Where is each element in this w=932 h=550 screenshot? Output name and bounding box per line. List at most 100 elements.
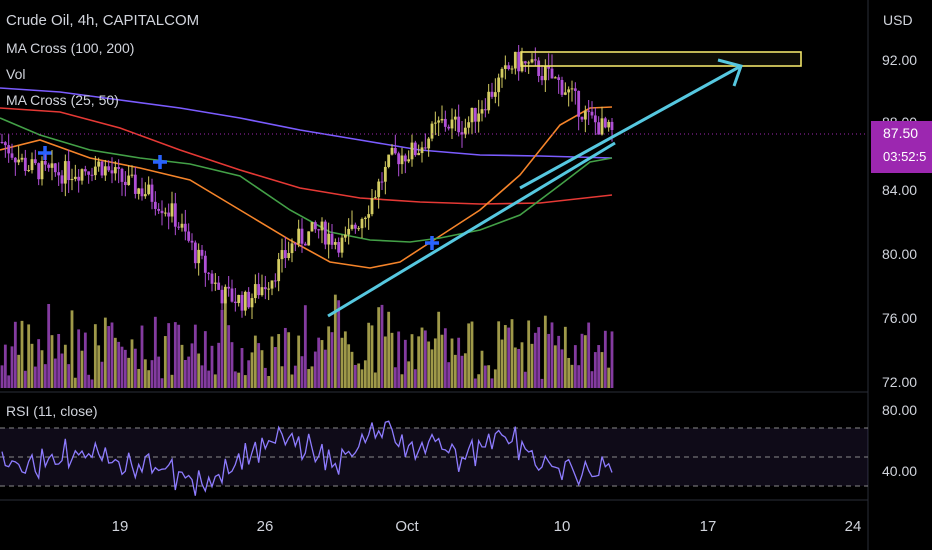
volume-bar bbox=[587, 322, 591, 388]
candle-body bbox=[560, 79, 564, 95]
volume-bar bbox=[543, 315, 547, 388]
candle-body bbox=[600, 118, 604, 135]
candle-body bbox=[307, 231, 311, 246]
candle-body bbox=[427, 138, 431, 149]
volume-bar bbox=[387, 311, 391, 388]
volume-bar bbox=[603, 330, 607, 388]
candle-body bbox=[133, 174, 137, 194]
time-tick: 10 bbox=[553, 518, 571, 535]
price-tick: 76.00 bbox=[882, 310, 918, 326]
candle-body bbox=[70, 178, 74, 181]
volume-bar bbox=[20, 320, 24, 388]
volume-bar bbox=[273, 347, 277, 388]
candle-body bbox=[400, 155, 404, 165]
volume-bar bbox=[593, 352, 597, 388]
volume-legend[interactable]: Vol bbox=[6, 66, 26, 82]
volume-bar bbox=[150, 360, 154, 388]
candle-body bbox=[377, 181, 381, 198]
candle-body bbox=[320, 221, 324, 231]
candle-body bbox=[97, 161, 101, 167]
support-trendline bbox=[327, 141, 616, 318]
candle-body bbox=[460, 132, 464, 135]
ma-cross-long-legend[interactable]: MA Cross (100, 200) bbox=[6, 40, 135, 56]
volume-bar bbox=[600, 352, 604, 388]
candle-body bbox=[20, 157, 24, 160]
volume-bar bbox=[127, 357, 131, 388]
candle-body bbox=[80, 169, 84, 181]
candle-body bbox=[30, 159, 34, 171]
volume-bar bbox=[590, 371, 594, 388]
candle-body bbox=[217, 282, 221, 290]
volume-bar bbox=[423, 330, 427, 388]
volume-bar bbox=[110, 322, 114, 388]
candle-body bbox=[90, 174, 94, 176]
volume-bar bbox=[457, 337, 461, 388]
volume-bar bbox=[223, 299, 227, 388]
candle-body bbox=[553, 77, 557, 79]
volume-bar bbox=[447, 362, 451, 388]
volume-bar bbox=[247, 360, 251, 388]
volume-bar bbox=[610, 331, 614, 388]
volume-bar bbox=[407, 361, 411, 388]
volume-bar bbox=[93, 324, 97, 388]
ma-cross-short-legend[interactable]: MA Cross (25, 50) bbox=[6, 92, 119, 108]
candle-body bbox=[570, 88, 574, 90]
volume-bar bbox=[527, 320, 531, 388]
candle-body bbox=[517, 51, 521, 72]
volume-bar bbox=[413, 369, 417, 388]
candle-body bbox=[203, 255, 207, 273]
currency-label[interactable]: USD bbox=[883, 12, 913, 28]
volume-bar bbox=[340, 337, 344, 388]
candle-body bbox=[340, 237, 344, 253]
candle-body bbox=[327, 233, 331, 245]
candle-body bbox=[237, 294, 241, 304]
candle-body bbox=[127, 175, 131, 186]
symbol-title[interactable]: Crude Oil, 4h, CAPITALCOM bbox=[6, 12, 200, 29]
candle-body bbox=[323, 221, 327, 245]
volume-bar bbox=[17, 354, 21, 388]
volume-bar bbox=[270, 336, 274, 388]
candle-body bbox=[210, 273, 214, 284]
volume-bar bbox=[443, 328, 447, 388]
candle-body bbox=[43, 160, 47, 165]
volume-bar bbox=[553, 345, 557, 388]
candle-body bbox=[603, 118, 607, 128]
candle-body bbox=[503, 65, 507, 69]
volume-bar bbox=[367, 322, 371, 388]
candle-body bbox=[513, 51, 517, 69]
ma-50-line bbox=[0, 117, 613, 243]
candle-body bbox=[467, 122, 471, 128]
annotations[interactable] bbox=[0, 51, 868, 318]
candle-body bbox=[557, 77, 561, 80]
candle-body bbox=[500, 68, 504, 78]
ma-100-line bbox=[0, 87, 613, 159]
candle-body bbox=[303, 243, 307, 246]
candle-body bbox=[490, 91, 494, 97]
volume-bar bbox=[373, 372, 377, 388]
volume-bar bbox=[353, 364, 357, 388]
candle-body bbox=[243, 291, 247, 311]
candle-body bbox=[147, 184, 151, 195]
volume-bar bbox=[53, 358, 57, 388]
candle-body bbox=[153, 201, 157, 209]
candle-body bbox=[3, 142, 7, 146]
candle-body bbox=[383, 166, 387, 182]
candle-body bbox=[530, 59, 534, 63]
bar-countdown: 03:52:5 bbox=[883, 149, 927, 164]
candle-body bbox=[373, 197, 377, 199]
resistance-zone-box bbox=[520, 51, 802, 67]
candle-body bbox=[53, 163, 57, 173]
candle-body bbox=[130, 174, 134, 176]
volume-bar bbox=[510, 319, 514, 388]
volume-bar bbox=[357, 363, 361, 388]
volume-bar bbox=[363, 360, 367, 388]
time-tick: 17 bbox=[699, 518, 717, 535]
candle-body bbox=[590, 111, 594, 116]
volume-bar bbox=[410, 334, 414, 388]
volume-bar bbox=[47, 304, 51, 388]
rsi-legend[interactable]: RSI (11, close) bbox=[6, 403, 98, 419]
candle-body bbox=[167, 212, 171, 217]
volume-bar bbox=[473, 378, 477, 388]
ma-cross-marker bbox=[153, 155, 167, 169]
